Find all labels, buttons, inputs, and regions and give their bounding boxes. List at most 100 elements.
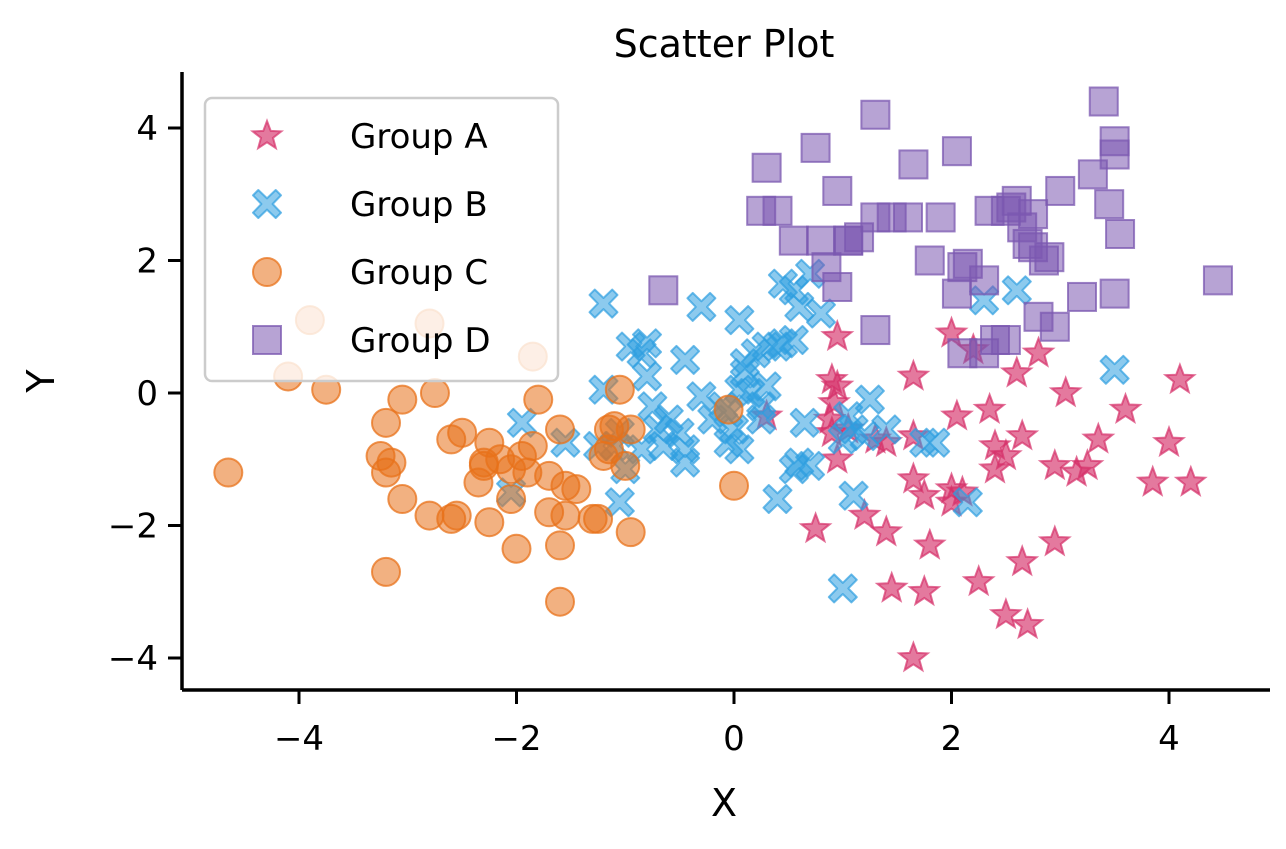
data-point [719, 470, 749, 501]
data-point [729, 348, 760, 379]
y-tick-label: −4 [108, 639, 158, 679]
data-point [822, 272, 853, 302]
data-point [1099, 354, 1130, 385]
data-point [517, 431, 548, 461]
data-point [371, 407, 401, 438]
data-point [778, 225, 809, 256]
data-point [988, 438, 1023, 471]
data-point [896, 640, 931, 673]
data-point [1010, 607, 1045, 640]
data-point [615, 517, 646, 548]
data-point [545, 414, 575, 445]
chart-title: Scatter Plot [614, 22, 835, 66]
data-point [751, 152, 782, 183]
data-point [463, 467, 494, 498]
data-point [762, 484, 793, 514]
data-point [419, 378, 450, 408]
data-point [1135, 464, 1170, 497]
data-point [441, 500, 472, 531]
data-point [893, 202, 923, 233]
data-point [496, 484, 527, 514]
data-point [604, 374, 635, 405]
data-point [561, 474, 592, 505]
data-point [588, 440, 619, 471]
x-tick-label: −4 [274, 719, 324, 759]
data-point [648, 275, 679, 306]
data-point [387, 484, 418, 514]
data-point [1001, 275, 1032, 306]
data-point [670, 344, 701, 375]
data-point [523, 384, 554, 415]
data-point [860, 315, 891, 346]
data-point [501, 533, 532, 564]
data-point [588, 288, 619, 319]
y-ticks: −4 −2 0 2 4 [108, 109, 182, 679]
data-point [961, 563, 996, 597]
x-ticks: −4 −2 0 2 4 [274, 690, 1180, 759]
data-point [1088, 86, 1119, 117]
data-point [746, 391, 777, 422]
data-point [920, 427, 951, 458]
legend-label: Group C [350, 253, 488, 293]
x-tick-label: 4 [1158, 719, 1180, 759]
data-point [550, 500, 581, 531]
data-point [376, 447, 407, 478]
data-point [800, 132, 831, 163]
data-point [977, 451, 1013, 484]
data-point [762, 195, 793, 226]
data-point [1005, 544, 1040, 577]
y-tick-label: 4 [136, 109, 158, 149]
data-point [1021, 335, 1056, 368]
data-point [990, 325, 1021, 355]
data-point [969, 265, 1000, 296]
data-point [1099, 278, 1130, 309]
data-point [713, 394, 744, 425]
legend-marker [252, 257, 282, 287]
data-point [941, 136, 972, 167]
data-point [907, 573, 942, 607]
data-point [820, 368, 855, 401]
data-point [1018, 199, 1049, 230]
legend-marker [252, 189, 282, 219]
data-point [213, 457, 244, 488]
data-point [822, 175, 853, 206]
data-point [632, 361, 662, 392]
data-point [1039, 311, 1070, 342]
x-axis-title: X [711, 781, 737, 825]
y-tick-label: 0 [136, 374, 158, 414]
data-point [1067, 281, 1097, 312]
legend-label: Group B [350, 185, 488, 225]
data-point [874, 570, 909, 603]
data-point [670, 447, 701, 478]
data-point [833, 225, 864, 256]
series-group-d [648, 86, 1233, 369]
data-point [952, 248, 983, 279]
data-point [583, 503, 614, 534]
data-point [972, 391, 1007, 424]
data-point [806, 298, 836, 329]
data-point [988, 597, 1023, 630]
data-point [1162, 361, 1197, 395]
data-point [371, 556, 401, 587]
data-point [1005, 418, 1040, 451]
data-point [1045, 175, 1076, 206]
data-point [496, 454, 527, 485]
data-point [1105, 219, 1136, 249]
x-tick-label: 2 [941, 719, 963, 759]
y-tick-label: −2 [108, 507, 158, 547]
data-point [795, 450, 826, 481]
data-point [789, 407, 820, 438]
data-point [798, 510, 833, 544]
data-point [912, 527, 947, 560]
data-point [778, 325, 809, 355]
data-point [806, 225, 836, 256]
data-point [847, 497, 882, 530]
data-point [1048, 375, 1083, 408]
data-point [941, 278, 972, 309]
data-point [1037, 524, 1072, 557]
data-point [827, 424, 858, 455]
legend-marker [252, 325, 282, 355]
data-point [474, 507, 505, 538]
data-point [1034, 242, 1065, 273]
data-point [869, 514, 904, 547]
